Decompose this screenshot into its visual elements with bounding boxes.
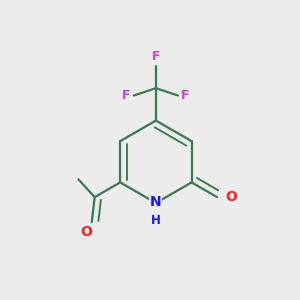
Text: O: O [80, 225, 92, 239]
Text: H: H [151, 214, 161, 227]
Text: O: O [225, 190, 237, 203]
Text: N: N [150, 194, 162, 208]
Text: F: F [122, 89, 131, 102]
Text: F: F [181, 89, 189, 102]
Text: F: F [152, 50, 160, 63]
